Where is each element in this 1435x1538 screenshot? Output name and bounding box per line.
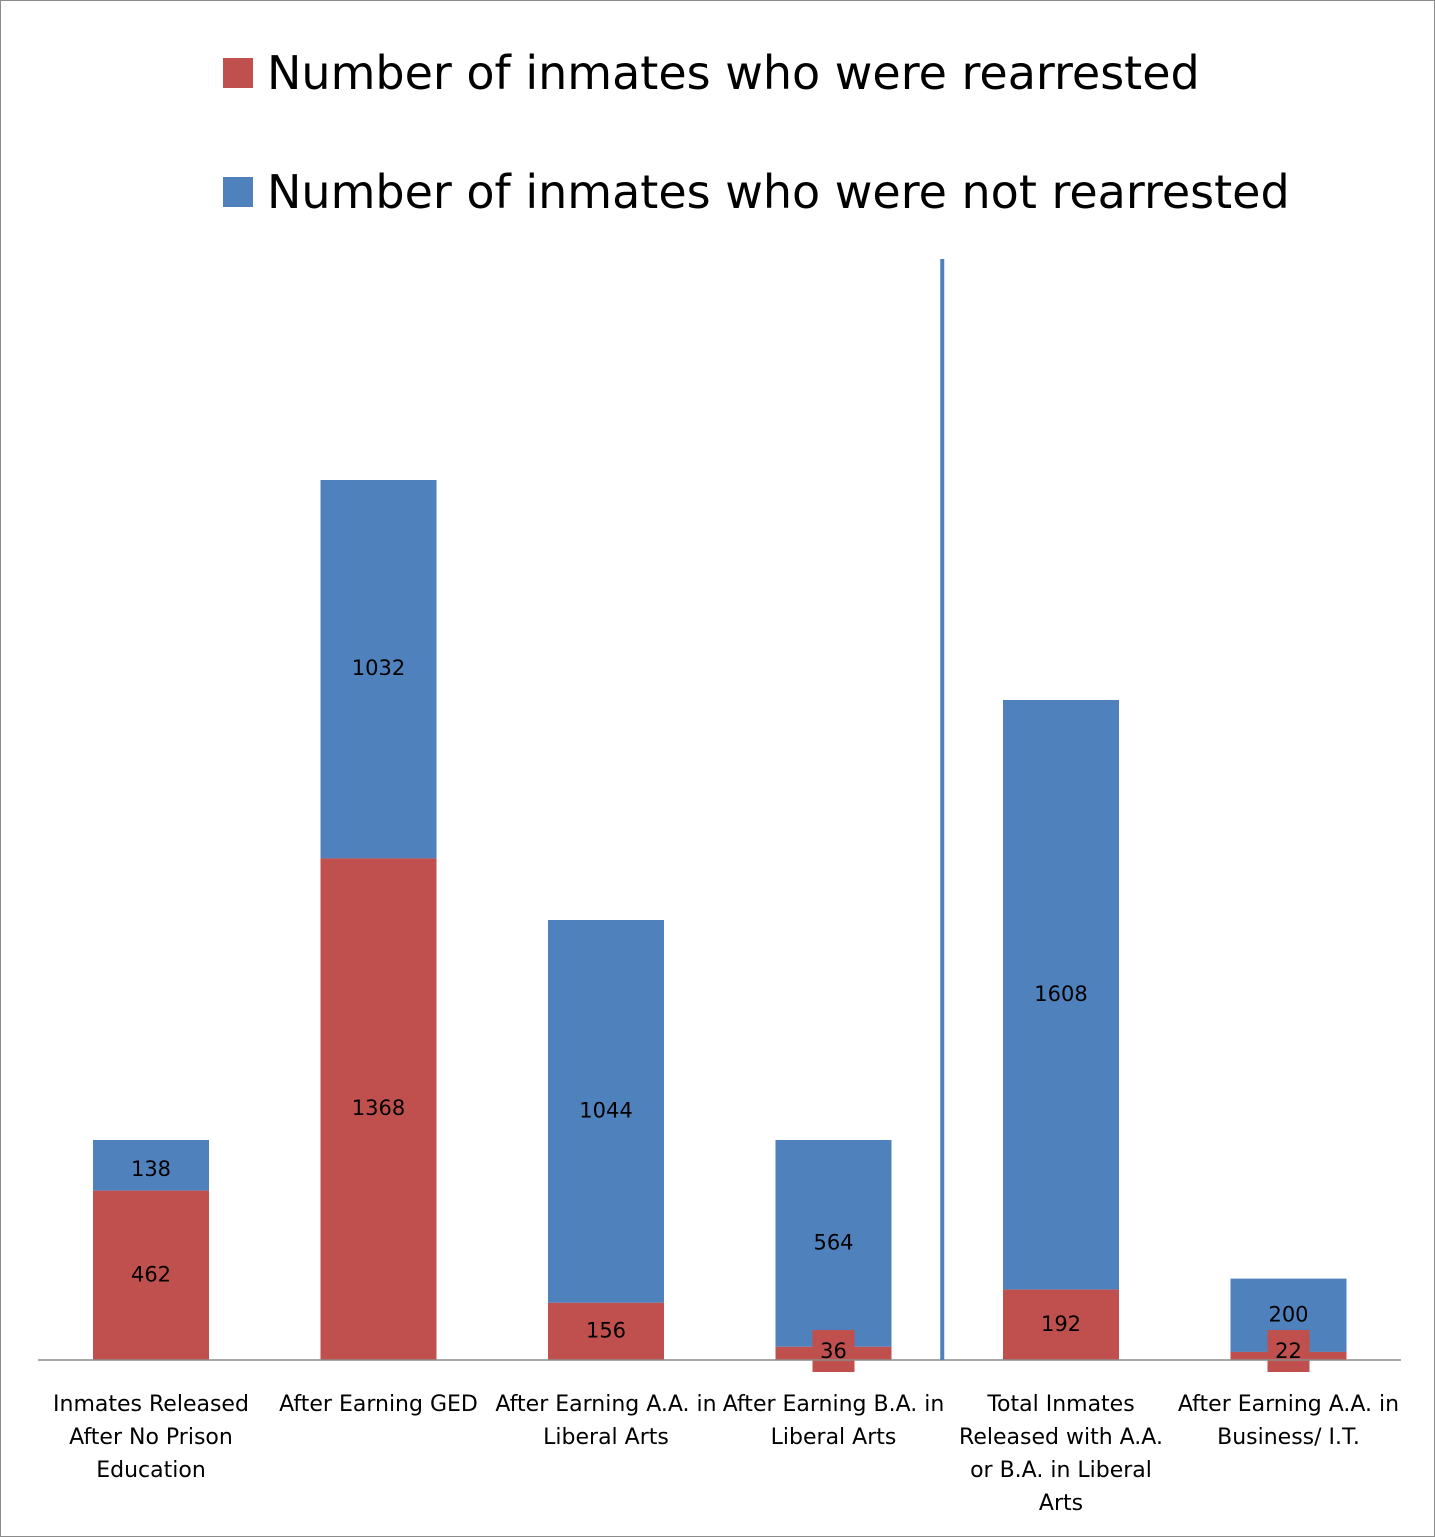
data-label-not-rearrested: 200 bbox=[1268, 1302, 1308, 1326]
bar-not-rearrested bbox=[320, 480, 437, 859]
bar-not-rearrested bbox=[93, 1140, 209, 1191]
data-label-not-rearrested: 1032 bbox=[352, 656, 405, 680]
bar-rearrested bbox=[320, 858, 437, 1360]
legend-swatch-rearrested bbox=[223, 58, 253, 88]
bar-rearrested bbox=[1003, 1289, 1119, 1360]
data-label-rearrested: 192 bbox=[1041, 1312, 1081, 1336]
data-label-rearrested: 1368 bbox=[352, 1096, 405, 1120]
data-label-not-rearrested: 564 bbox=[813, 1230, 853, 1254]
bar-not-rearrested bbox=[775, 1140, 892, 1347]
bar-rearrested bbox=[93, 1190, 209, 1360]
bar-not-rearrested bbox=[1003, 700, 1119, 1290]
legend-label-rearrested: Number of inmates who were rearrested bbox=[267, 46, 1200, 100]
data-label-not-rearrested: 1608 bbox=[1034, 982, 1087, 1006]
data-label-not-rearrested: 138 bbox=[131, 1157, 171, 1181]
data-label-rearrested: 36 bbox=[820, 1339, 847, 1363]
legend-item-rearrested: Number of inmates who were rearrested bbox=[223, 46, 1200, 100]
bar-rearrested bbox=[548, 1302, 664, 1360]
data-label-not-rearrested: 1044 bbox=[579, 1098, 632, 1122]
legend-item-not-rearrested: Number of inmates who were not rearreste… bbox=[223, 165, 1290, 219]
category-label: Inmates Released After No Prison Educati… bbox=[53, 1392, 249, 1483]
legend-swatch-not-rearrested bbox=[223, 177, 253, 207]
category-label: After Earning A.A. in Liberal Arts bbox=[495, 1392, 717, 1450]
data-label-box-rearrested bbox=[1267, 1330, 1310, 1372]
bar-not-rearrested bbox=[548, 920, 664, 1303]
data-label-rearrested: 22 bbox=[1275, 1339, 1302, 1363]
category-label: After Earning A.A. in Business/ I.T. bbox=[1177, 1392, 1400, 1450]
legend-label-not-rearrested: Number of inmates who were not rearreste… bbox=[267, 165, 1290, 219]
data-label-rearrested: 462 bbox=[131, 1262, 171, 1286]
data-label-rearrested: 156 bbox=[586, 1318, 626, 1342]
data-label-box-rearrested bbox=[812, 1330, 855, 1372]
category-label: Total Inmates Released with A.A. or B.A.… bbox=[959, 1392, 1163, 1516]
category-label: After Earning B.A. in Liberal Arts bbox=[722, 1392, 945, 1450]
category-label: After Earning GED bbox=[279, 1392, 478, 1417]
